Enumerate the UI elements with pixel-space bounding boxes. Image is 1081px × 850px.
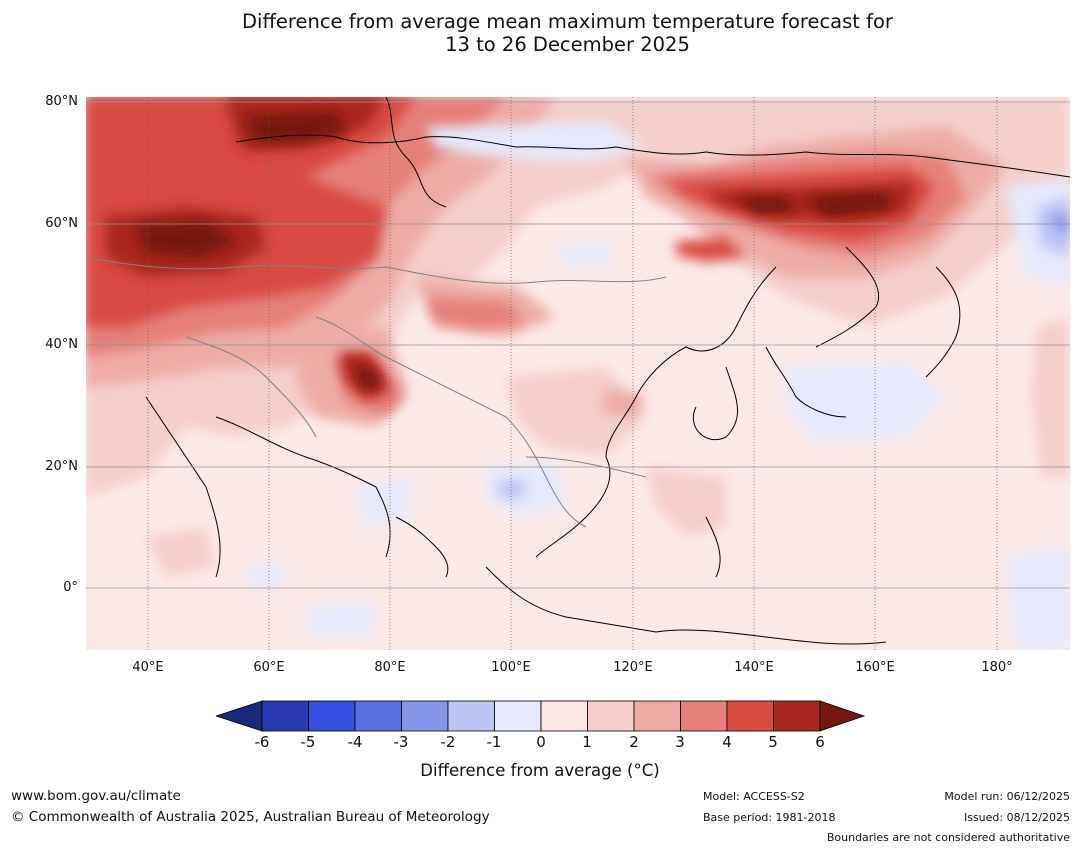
colorbar-segment — [540, 700, 588, 732]
colorbar-tick: 2 — [629, 733, 639, 751]
colorbar-segment — [726, 700, 774, 732]
colorbar-tick: 4 — [722, 733, 732, 751]
lon-label-60e: 60°E — [253, 660, 285, 675]
lon-label-80e: 80°E — [374, 660, 406, 675]
colorbar-segment — [587, 700, 635, 732]
colorbar-tick: -5 — [300, 733, 316, 751]
colorbar-segment — [680, 700, 728, 732]
disclaimer-text: Boundaries are not considered authoritat… — [826, 831, 1070, 844]
colorbar-tick: 6 — [815, 733, 825, 751]
lon-label-100e: 100°E — [491, 660, 531, 675]
colorbar-tick: 1 — [582, 733, 592, 751]
forecast-map — [86, 97, 1070, 650]
copyright-text: © Commonwealth of Australia 2025, Austra… — [11, 809, 490, 825]
colorbar-segment — [261, 700, 309, 732]
colorbar-segment — [633, 700, 681, 732]
model-run-text: Model run: 06/12/2025 — [944, 790, 1070, 803]
colorbar-tick: 3 — [675, 733, 685, 751]
country-borders — [86, 256, 667, 528]
colorbar-tick: -3 — [393, 733, 409, 751]
lat-label-0: 0° — [63, 580, 78, 595]
issued-text: Issued: 08/12/2025 — [963, 811, 1070, 824]
lat-label-20n: 20°N — [45, 459, 78, 474]
map-svg — [86, 97, 1070, 650]
title-line-2: 13 to 26 December 2025 — [445, 33, 690, 56]
colorbar-tick: -1 — [486, 733, 502, 751]
colorbar-extend-low — [216, 700, 263, 732]
colorbar-segment — [447, 700, 495, 732]
lat-label-80n: 80°N — [45, 94, 78, 109]
colorbar-tick: -6 — [254, 733, 270, 751]
coastlines — [145, 97, 1070, 645]
lon-label-160e: 160°E — [855, 660, 895, 675]
title-line-1: Difference from average mean maximum tem… — [242, 10, 893, 33]
lat-label-40n: 40°N — [45, 337, 78, 352]
colorbar-tick: 5 — [768, 733, 778, 751]
colorbar-segment — [494, 700, 542, 732]
colorbar-tick: 0 — [536, 733, 546, 751]
lon-label-40e: 40°E — [132, 660, 164, 675]
colorbar-segment — [401, 700, 449, 732]
website-link[interactable]: www.bom.gov.au/climate — [11, 788, 181, 804]
colorbar-segment — [354, 700, 402, 732]
colorbar-tick: -4 — [347, 733, 363, 751]
base-period-text: Base period: 1981-2018 — [703, 811, 836, 824]
colorbar — [216, 700, 866, 732]
colorbar-segment — [308, 700, 356, 732]
colorbar-label: Difference from average (°C) — [420, 761, 660, 780]
anomaly-above-6-areas — [136, 112, 891, 389]
model-text: Model: ACCESS-S2 — [703, 790, 805, 803]
lat-label-60n: 60°N — [45, 216, 78, 231]
negative-anomaly-areas — [246, 122, 1070, 650]
colorbar-extend-high — [819, 700, 866, 732]
meridians — [147, 97, 998, 650]
colorbar-segment — [773, 700, 821, 732]
gridlines — [86, 101, 1070, 589]
figure-title: Difference from average mean maximum tem… — [0, 10, 1081, 56]
colorbar-tick: -2 — [440, 733, 456, 751]
lon-label-120e: 120°E — [613, 660, 653, 675]
lon-label-140e: 140°E — [734, 660, 774, 675]
lon-label-180: 180° — [981, 660, 1013, 675]
